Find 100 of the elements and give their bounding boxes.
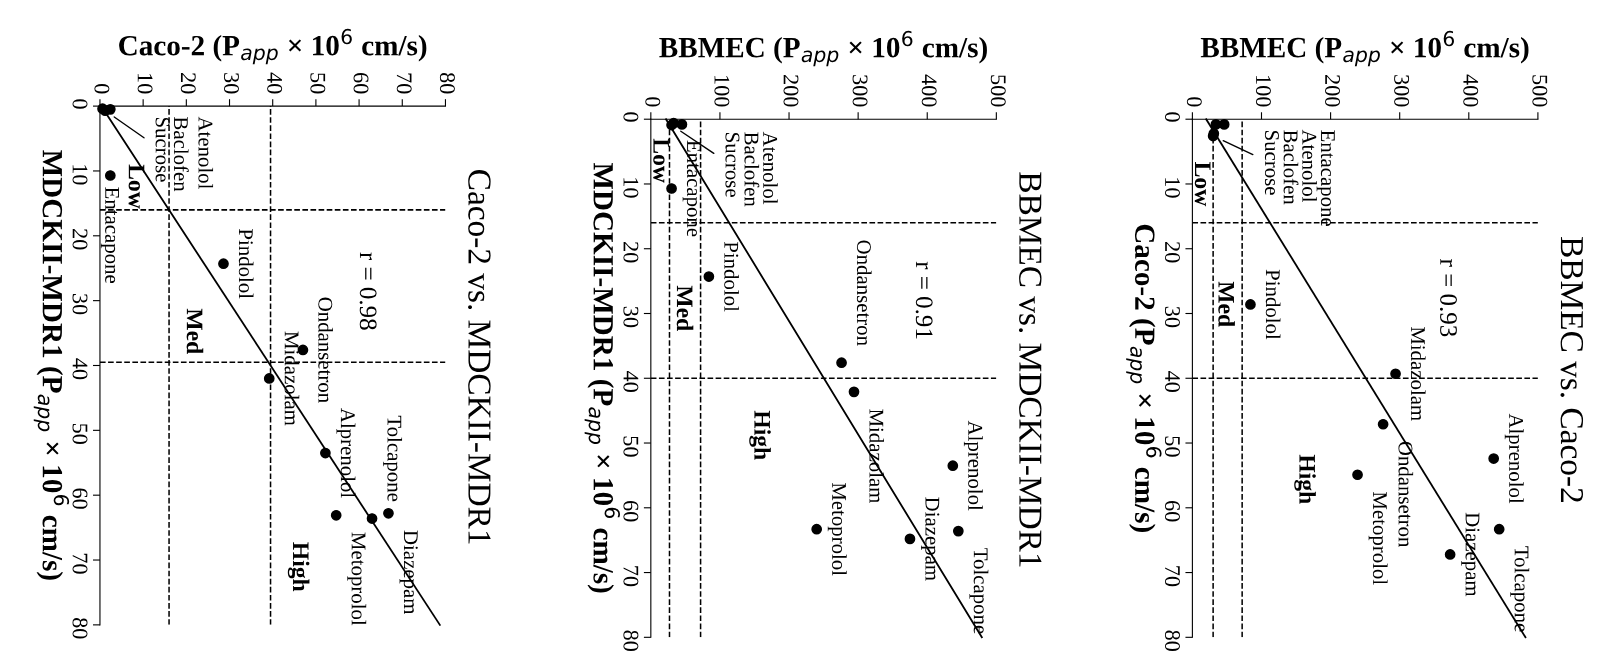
- y-tick-label: 0: [623, 112, 639, 122]
- y-tick-label: 60: [1164, 501, 1180, 522]
- point: [263, 373, 275, 384]
- annotation: Entacapone: [100, 187, 119, 284]
- point: [904, 533, 916, 545]
- annotation: Metoprolol: [827, 482, 847, 576]
- annotation: Tolcapone: [383, 415, 403, 502]
- annotation: Low: [653, 138, 669, 183]
- annotation: Midazolam: [284, 331, 300, 426]
- annotation: Sucrose: [1264, 130, 1279, 195]
- point: [1245, 299, 1256, 310]
- point: [1352, 469, 1363, 481]
- point: [320, 447, 331, 459]
- point: [1488, 453, 1500, 464]
- x-tick-label: 80: [439, 72, 455, 94]
- annotation: r = 0.93: [1439, 259, 1457, 337]
- point: [330, 509, 342, 521]
- y-axis-title: MDCKII-MDR1 (P$_{app}$ × 10$^{6}$ cm/s): [33, 150, 70, 580]
- point: [836, 357, 847, 369]
- text: BBMEC vs. Caco-2: [1560, 237, 1584, 502]
- point: [1493, 523, 1505, 535]
- annotation: Atenolol: [1302, 129, 1317, 203]
- y-tick-label: 50: [72, 423, 88, 444]
- y-axis-title: MDCKII-MDR1 (P$_{app}$ × 10$^{6}$ cm/s): [584, 162, 620, 593]
- y-tick-label: 0: [1164, 112, 1180, 122]
- y-tick-label: 40: [72, 358, 88, 380]
- annotation: Alprenolol: [1504, 413, 1524, 504]
- y-tick-label: 50: [623, 436, 639, 457]
- point: [811, 523, 823, 535]
- point: [366, 513, 378, 524]
- y-tick-label: 40: [623, 370, 639, 392]
- annotation: Med: [186, 308, 204, 354]
- y-tick-label: 20: [72, 229, 88, 250]
- annotation: Diazepam: [921, 497, 940, 581]
- point: [703, 271, 715, 282]
- annotation: Midazolam: [869, 409, 884, 504]
- x-tick-label: 400: [1463, 74, 1479, 107]
- annotation: Pindolol: [238, 228, 254, 299]
- x-tick-label: 60: [353, 73, 369, 94]
- annotation: Entacapone: [682, 140, 701, 237]
- point: [218, 258, 229, 270]
- annotation: Tolcapone: [969, 548, 989, 634]
- text: BBMEC vs. MDCKII-MDR1: [1018, 172, 1042, 567]
- annotation: Low: [128, 164, 145, 209]
- annotation: Alprenolol: [963, 420, 983, 511]
- annotation: Entacapone: [1316, 130, 1335, 227]
- annotation: Alprenolol: [336, 408, 356, 498]
- annotation: Med: [1218, 281, 1235, 327]
- y-tick-label: 20: [623, 242, 639, 263]
- annotation: Low: [1194, 162, 1211, 207]
- annotation: High: [287, 542, 310, 592]
- x-tick-label: 100: [714, 76, 730, 107]
- x-axis-title: BBMEC (P$_{app}$ × 10$^{6}$ cm/s): [659, 30, 987, 67]
- annotation: Ondansetron: [1398, 441, 1414, 548]
- x-tick-label: 500: [990, 75, 1006, 107]
- x-tick-label: 40: [267, 72, 283, 94]
- annotation: Sucrose: [155, 117, 170, 182]
- point: [383, 507, 394, 519]
- annotation: Pindolol: [724, 241, 739, 312]
- x-tick-label: 70: [396, 73, 412, 94]
- y-tick-label: 80: [72, 618, 88, 639]
- x-tick-label: 400: [921, 74, 937, 107]
- y-tick-label: 50: [1164, 436, 1180, 457]
- annotation: Ondansetron: [318, 297, 333, 403]
- annotation: Metoprolol: [347, 532, 367, 626]
- annotation: Diazepam: [1461, 512, 1480, 597]
- point: [947, 460, 959, 472]
- y-tick-label: 60: [623, 501, 639, 522]
- y-tick-label: 20: [1164, 242, 1180, 263]
- annotation: Midazolam: [1410, 326, 1426, 421]
- text: Caco-2 vs. MDCKII-MDR1: [468, 170, 491, 544]
- x-tick-label: 200: [783, 75, 799, 107]
- annotation: Baclofen: [744, 132, 760, 207]
- x-axis-title: Caco-2 (P$_{app}$ × 10$^{6}$ cm/s): [119, 28, 427, 65]
- y-tick-label: 30: [72, 294, 88, 315]
- annotation: Diazepam: [399, 530, 418, 615]
- annotation: Med: [676, 285, 694, 331]
- y-tick-label: 70: [623, 566, 639, 587]
- annotation: High: [1294, 454, 1316, 504]
- x-tick-label: 30: [223, 73, 239, 94]
- point: [666, 183, 677, 194]
- y-tick-label: 10: [1164, 178, 1180, 198]
- x-tick-label: 0: [94, 84, 110, 94]
- point: [104, 170, 116, 181]
- annotation: Metoprolol: [1368, 492, 1388, 585]
- annotation: Ondansetron: [856, 240, 872, 346]
- x-tick-label: 500: [1532, 75, 1548, 107]
- x-tick-label: 20: [180, 73, 196, 94]
- y-tick-label: 80: [623, 630, 639, 651]
- point: [1377, 418, 1389, 430]
- point: [848, 386, 860, 398]
- y-tick-label: 10: [72, 165, 88, 185]
- y-tick-label: 30: [623, 306, 639, 328]
- x-tick-label: 50: [310, 73, 326, 94]
- y-axis-title: Caco-2 (P$_{app}$ × 10$^{6}$ cm/s): [1126, 224, 1162, 532]
- y-tick-label: 10: [623, 178, 639, 198]
- y-tick-label: 40: [1164, 370, 1180, 392]
- x-axis-title: BBMEC (P$_{app}$ × 10$^{6}$ cm/s): [1200, 30, 1529, 67]
- y-tick-label: 30: [1164, 306, 1180, 328]
- annotation: r = 0.91: [915, 261, 933, 339]
